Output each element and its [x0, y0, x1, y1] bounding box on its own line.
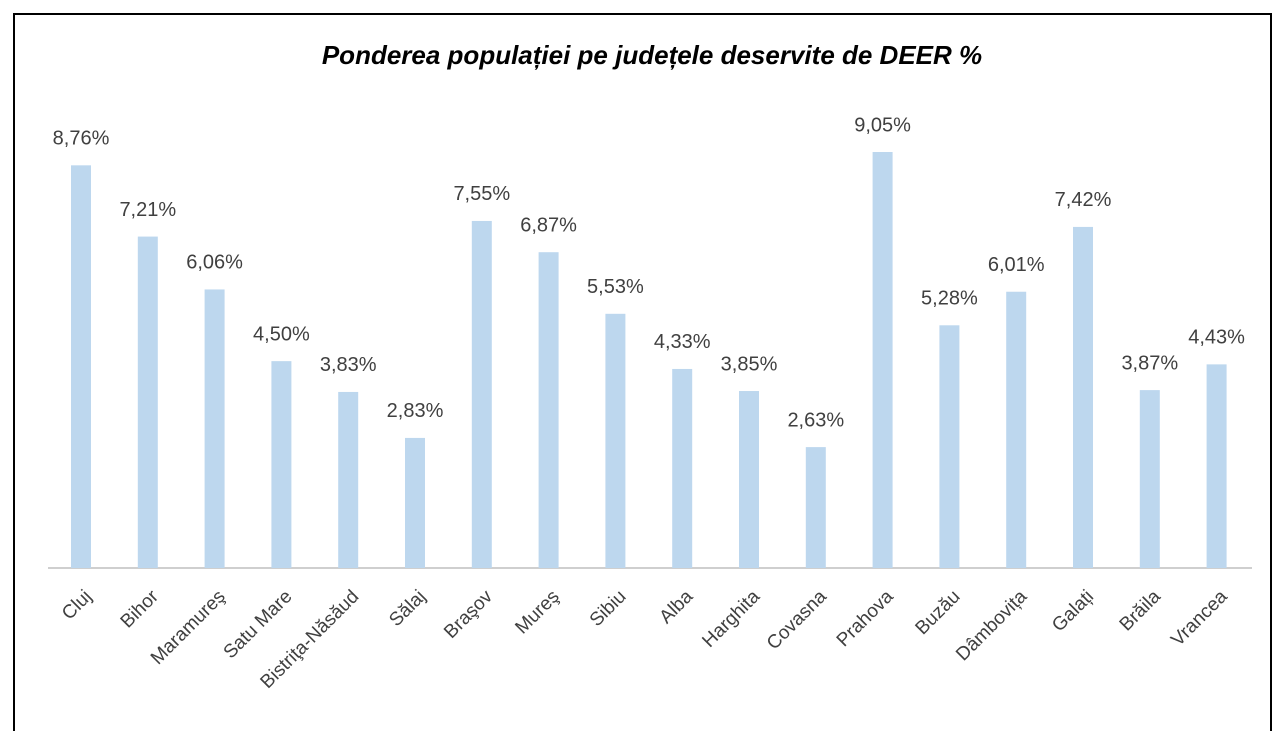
bar [1006, 291, 1027, 568]
bar [605, 313, 626, 568]
bar [137, 236, 158, 568]
bar [872, 152, 893, 568]
value-label: 3,87% [1121, 352, 1178, 374]
bar [739, 391, 759, 568]
value-label: 6,87% [520, 214, 577, 236]
value-label: 2,83% [387, 400, 444, 422]
value-label: 4,50% [253, 323, 310, 345]
value-label: 7,42% [1055, 189, 1112, 211]
value-label: 3,85% [721, 353, 778, 375]
bar [471, 220, 492, 569]
value-label: 3,83% [320, 354, 377, 376]
bar [1206, 364, 1227, 568]
bar [71, 165, 91, 568]
value-label: 2,63% [787, 409, 844, 431]
value-label: 8,76% [53, 128, 110, 150]
bar [271, 361, 292, 568]
bar [538, 252, 559, 568]
value-label: 6,06% [186, 252, 243, 274]
chart-title: Ponderea populației pe județele deservit… [322, 40, 982, 70]
value-label: 6,01% [988, 254, 1045, 276]
bar [939, 325, 960, 568]
bar [1073, 226, 1093, 568]
value-label: 9,05% [854, 114, 911, 136]
bar [1139, 390, 1160, 568]
bar [338, 391, 359, 568]
bar [672, 368, 693, 568]
value-label: 5,53% [587, 276, 644, 298]
value-label: 7,21% [119, 199, 176, 221]
value-label: 4,33% [654, 331, 711, 353]
bar [805, 447, 826, 568]
value-label: 5,28% [921, 288, 978, 310]
bar [405, 437, 425, 568]
value-label: 4,43% [1188, 327, 1245, 349]
bar [204, 289, 225, 568]
value-label: 7,55% [453, 183, 510, 205]
